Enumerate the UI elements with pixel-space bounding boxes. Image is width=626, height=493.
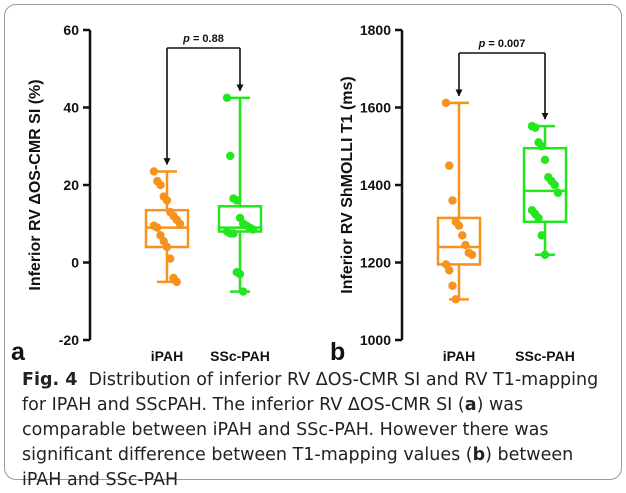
data-point [461,240,470,250]
box-SSc-PAH [217,96,263,293]
data-point [537,231,546,240]
box-iqr [217,205,263,233]
data-point [454,221,464,230]
data-point [448,196,457,205]
data-point [166,254,175,263]
y-tick-label: 20 [63,177,79,193]
x-category-label: SSc-PAH [515,348,575,364]
box-iPAH [436,101,482,301]
y-tick-label: 1000 [360,332,391,348]
data-point [537,142,546,151]
x-category-label: iPAH [443,348,475,364]
significance-annotation: p = 0.88 [163,33,244,166]
data-point [229,229,238,238]
x-category-label: SSc-PAH [210,348,270,364]
chart-panel-b: 1000 1200 1400 1600 1800 Inferior RV ShMOLLI … [330,22,575,366]
y-tick-label: 40 [63,100,79,116]
data-point [540,155,550,165]
data-point [156,180,165,190]
y-axis-title: Inferior RV ΔOS-CMR SI (%) [27,79,44,290]
data-point [172,277,181,287]
data-point [531,123,540,132]
caption-ref-b: b [472,445,486,465]
data-point [540,250,550,259]
data-point [445,266,454,275]
caption-label: Fig. 4 [22,370,78,390]
panel-label-a: a [11,338,26,366]
figure-frame [4,4,622,480]
data-point [153,223,162,232]
data-point [235,269,245,279]
data-point [458,231,467,240]
data-point [441,98,451,108]
data-point [248,225,258,234]
data-point [467,250,477,259]
data-point [175,219,185,228]
chart-panel-a: -20 0 20 40 60 Inferior RV ΔOS-CMR SI (%) a iPA… [11,22,270,366]
data-point [226,151,235,161]
y-tick-label: 1200 [360,255,391,271]
x-category-label: iPAH [151,348,183,364]
y-axis-title: Inferior RV ShMOLLI T1 (ms) [339,76,356,294]
data-point [149,167,159,176]
y-tick-label: 1800 [360,22,391,38]
panel-label-b: b [330,338,345,366]
box-iqr [436,216,482,266]
y-tick-label: 1600 [360,100,391,116]
y-tick-label: -20 [59,332,79,348]
data-point [553,188,563,197]
data-point [162,242,172,252]
significance-annotation: p = 0.007 [455,38,549,120]
data-point [162,196,172,205]
data-point [232,196,241,205]
data-point [448,281,457,290]
y-tick-label: 0 [71,255,79,271]
p-value-label: p = 0.007 [478,38,526,50]
y-tick-label: 60 [63,22,79,38]
data-point [445,161,454,170]
caption-text-2: ) was comparable between iPAH and SSc-PA… [22,395,549,465]
caption-ref-a: a [464,395,477,415]
figure-charts: -20 0 20 40 60 Inferior RV ΔOS-CMR SI (%) a iPA… [11,22,575,366]
caption-text-1: Distribution of inferior RV ΔOS-CMR SI a… [22,370,599,415]
data-point [550,180,559,190]
data-point [534,213,543,223]
data-point [222,93,232,103]
y-tick-label: 1400 [360,177,391,193]
data-point [451,295,460,304]
p-value-label: p = 0.88 [182,33,224,45]
data-point [239,287,248,296]
figure-caption: Fig. 4 Distribution of inferior RV ΔOS-C… [22,368,612,493]
